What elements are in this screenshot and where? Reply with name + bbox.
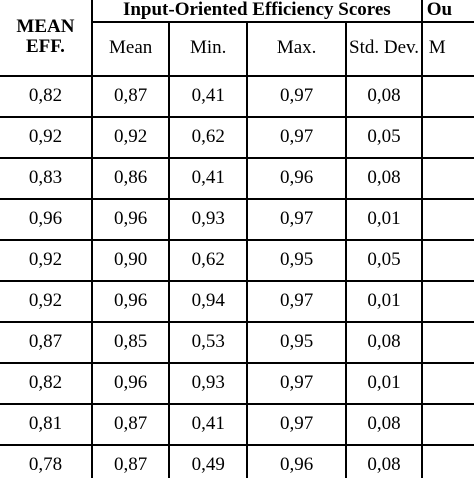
table-cell: 0,90 — [90, 238, 171, 282]
table-cell: 0,96 — [90, 361, 171, 405]
table-cell: 0,62 — [168, 238, 248, 282]
table-cell — [420, 115, 474, 159]
table-cell: 0,97 — [245, 197, 348, 241]
table-cell: 0,01 — [345, 361, 423, 405]
table-cell: 0,08 — [345, 74, 423, 118]
table-cell: 0,95 — [245, 320, 348, 364]
table-cell: 0,87 — [90, 443, 171, 478]
col-header-max: Max. — [245, 20, 348, 77]
table-cell: 0,92 — [0, 279, 93, 323]
table-cell: 0,49 — [168, 443, 248, 478]
table-row: 0,92 0,96 0,94 0,97 0,01 — [0, 279, 474, 323]
col-header-std-dev: Std. Dev. — [345, 20, 423, 77]
table-cell — [420, 443, 474, 478]
table-cell: 0,08 — [345, 156, 423, 200]
table-cell: 0,41 — [168, 402, 248, 446]
table-cell: 0,97 — [245, 402, 348, 446]
table-row: 0,92 0,92 0,62 0,97 0,05 — [0, 115, 474, 159]
table-cell: 0,83 — [0, 156, 93, 200]
table-cell: 0,62 — [168, 115, 248, 159]
table-cell — [420, 238, 474, 282]
table-cell — [420, 156, 474, 200]
table-cell: 0,53 — [168, 320, 248, 364]
input-oriented-header: Input-Oriented Efficiency Scores — [90, 0, 423, 23]
table-cell: 0,93 — [168, 361, 248, 405]
table-cell: 0,87 — [0, 320, 93, 364]
table-cell — [420, 320, 474, 364]
table-cell: 0,85 — [90, 320, 171, 364]
table-cell: 0,82 — [0, 361, 93, 405]
table-body: 0,82 0,87 0,41 0,97 0,08 0,92 0,92 0,62 0,97 0,05… — [0, 74, 474, 478]
table-cell — [420, 74, 474, 118]
table-cell: 0,96 — [90, 279, 171, 323]
table-cell: 0,96 — [245, 443, 348, 478]
table-cell: 0,94 — [168, 279, 248, 323]
table-cell: 0,08 — [345, 320, 423, 364]
table-cell: 0,82 — [0, 74, 93, 118]
table-cell: 0,05 — [345, 115, 423, 159]
table-cell — [420, 197, 474, 241]
table-cell: 0,92 — [0, 238, 93, 282]
table-row: 0,87 0,85 0,53 0,95 0,08 — [0, 320, 474, 364]
table-cell: 0,01 — [345, 279, 423, 323]
table-cell: 0,01 — [345, 197, 423, 241]
table-cell: 0,96 — [90, 197, 171, 241]
table-cell: 0,87 — [90, 402, 171, 446]
table-cell: 0,87 — [90, 74, 171, 118]
table-cell: 0,78 — [0, 443, 93, 478]
table-cell: 0,93 — [168, 197, 248, 241]
output-oriented-header: Ou — [420, 0, 474, 23]
col-header-min: Min. — [168, 20, 248, 77]
table-cell — [420, 279, 474, 323]
table-cell: 0,41 — [168, 156, 248, 200]
table-cell: 0,97 — [245, 74, 348, 118]
table-row: 0,81 0,87 0,41 0,97 0,08 — [0, 402, 474, 446]
header-row-group: MEAN EFF. Input-Oriented Efficiency Scor… — [0, 0, 474, 77]
mean-eff-header: MEAN EFF. — [0, 0, 93, 77]
header-row-sub: Mean Min. Max. Std. Dev. M — [0, 20, 474, 77]
table-cell: 0,95 — [245, 238, 348, 282]
table-cell — [420, 402, 474, 446]
table-cell: 0,97 — [245, 279, 348, 323]
table-cell: 0,97 — [245, 115, 348, 159]
table-cell: 0,92 — [0, 115, 93, 159]
table-row: 0,92 0,90 0,62 0,95 0,05 — [0, 238, 474, 282]
table-cell: 0,96 — [245, 156, 348, 200]
table-cell: 0,08 — [345, 402, 423, 446]
table-cell — [420, 361, 474, 405]
table-cell: 0,81 — [0, 402, 93, 446]
table-cell: 0,08 — [345, 443, 423, 478]
table-cell: 0,05 — [345, 238, 423, 282]
table-row: 0,78 0,87 0,49 0,96 0,08 — [0, 443, 474, 478]
table-row: 0,96 0,96 0,93 0,97 0,01 — [0, 197, 474, 241]
col-header-mean: Mean — [90, 20, 171, 77]
table-row: 0,83 0,86 0,41 0,96 0,08 — [0, 156, 474, 200]
col-header-output-mean: M — [420, 20, 474, 77]
table-cell: 0,96 — [0, 197, 93, 241]
table-cell: 0,86 — [90, 156, 171, 200]
table-cell: 0,97 — [245, 361, 348, 405]
table-cell: 0,41 — [168, 74, 248, 118]
table-row: 0,82 0,96 0,93 0,97 0,01 — [0, 361, 474, 405]
table-row: 0,82 0,87 0,41 0,97 0,08 — [0, 74, 474, 118]
table-cell: 0,92 — [90, 115, 171, 159]
